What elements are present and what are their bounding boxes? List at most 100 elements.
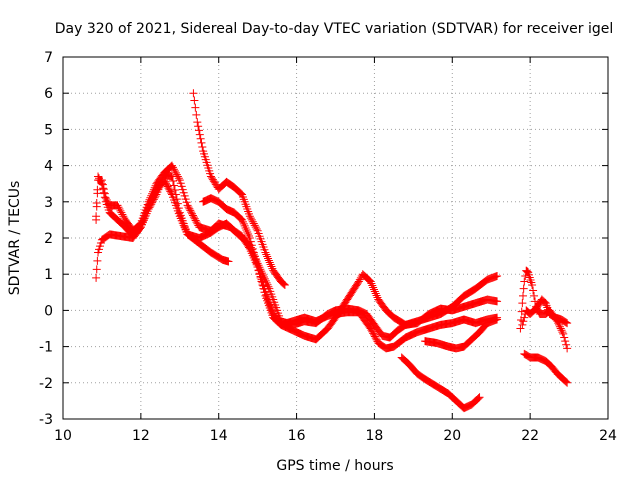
data-point [267, 262, 276, 271]
data-point [370, 287, 379, 296]
y-tick-label: 2 [44, 231, 53, 247]
data-point [92, 199, 101, 208]
data-point [264, 254, 273, 263]
data-point [369, 329, 378, 338]
data-point [561, 376, 570, 385]
data-point [177, 182, 186, 191]
data-point [182, 198, 191, 207]
series-arc-g [421, 315, 502, 353]
data-point [248, 217, 257, 226]
data-point [188, 209, 197, 218]
data-point [244, 229, 253, 238]
y-tick-label: 0 [44, 303, 53, 319]
data-point [197, 138, 206, 147]
data-point [162, 180, 171, 189]
data-point [250, 221, 259, 230]
data-point [184, 203, 193, 212]
data-point [94, 172, 103, 181]
data-point [520, 277, 529, 286]
data-point [170, 167, 179, 176]
data-point [190, 96, 199, 105]
y-tick-label: 3 [44, 195, 53, 211]
data-point [95, 242, 104, 251]
data-point [252, 224, 261, 233]
data-point [519, 284, 528, 293]
data-point [562, 340, 571, 349]
data-point [96, 238, 105, 247]
data-point [563, 319, 572, 328]
data-point [522, 267, 531, 276]
data-point [368, 327, 377, 336]
data-point [148, 194, 157, 203]
data-point [560, 333, 569, 342]
data-point [530, 291, 539, 300]
y-tick-label: -3 [39, 412, 53, 428]
data-point [250, 252, 259, 261]
y-tick-label: 1 [44, 267, 53, 283]
data-point [180, 191, 189, 200]
grid-lines [63, 57, 608, 419]
data-point [113, 201, 122, 210]
data-point [161, 177, 170, 186]
data-point [369, 285, 378, 294]
data-point [193, 118, 202, 127]
x-tick-label: 18 [366, 428, 384, 444]
data-point [563, 378, 572, 387]
y-tick-label: 5 [44, 122, 53, 138]
data-point [561, 317, 570, 326]
data-point [94, 248, 103, 257]
data-point [493, 315, 502, 324]
data-point [256, 273, 265, 282]
data-point [370, 332, 379, 341]
data-point [261, 276, 270, 285]
data-point [561, 337, 570, 346]
data-point [241, 223, 250, 232]
data-point [249, 219, 258, 228]
data-point [97, 179, 106, 188]
data-point [367, 326, 376, 335]
data-point [148, 193, 157, 202]
data-point [558, 328, 567, 337]
data-point [144, 201, 153, 210]
x-tick-label: 22 [521, 428, 539, 444]
data-point [262, 250, 271, 259]
x-tick-label: 16 [288, 428, 306, 444]
data-point [164, 184, 173, 193]
data-point [168, 163, 177, 172]
data-point [529, 286, 538, 295]
data-point [563, 344, 572, 353]
data-point [145, 199, 154, 208]
data-point [531, 297, 540, 306]
data-point [278, 279, 287, 288]
data-point [100, 193, 109, 202]
data-point [93, 256, 102, 265]
data-point [473, 395, 482, 404]
data-series [92, 89, 572, 413]
data-point [92, 273, 101, 282]
data-point [211, 180, 220, 189]
data-point [239, 219, 248, 228]
data-point [242, 225, 251, 234]
series-arc-d [189, 89, 289, 290]
data-point [198, 142, 207, 151]
data-point [371, 334, 380, 343]
data-point [191, 216, 200, 225]
data-point [373, 293, 382, 302]
data-point [194, 122, 203, 131]
data-point [240, 221, 249, 230]
data-point [367, 279, 376, 288]
series-arc-f [397, 353, 484, 413]
data-point [369, 330, 378, 339]
data-point [516, 324, 525, 333]
data-point [209, 177, 218, 186]
y-tick-label: 6 [44, 86, 53, 102]
data-point [210, 178, 219, 187]
data-point [161, 179, 170, 188]
data-point [150, 190, 159, 199]
data-point [189, 89, 198, 98]
data-point [248, 244, 257, 253]
data-point [557, 326, 566, 335]
data-point [246, 214, 255, 223]
data-point [95, 176, 104, 185]
